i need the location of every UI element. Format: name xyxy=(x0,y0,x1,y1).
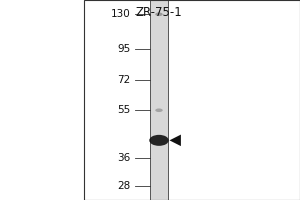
Text: 28: 28 xyxy=(117,181,130,191)
Ellipse shape xyxy=(155,12,163,16)
Ellipse shape xyxy=(155,108,163,112)
Text: ZR-75-1: ZR-75-1 xyxy=(136,6,182,19)
Polygon shape xyxy=(169,135,181,146)
Text: 36: 36 xyxy=(117,153,130,163)
Text: 95: 95 xyxy=(117,44,130,54)
Bar xyxy=(150,0,168,200)
Text: 55: 55 xyxy=(117,105,130,115)
Text: 130: 130 xyxy=(111,9,130,19)
Bar xyxy=(84,0,300,200)
Ellipse shape xyxy=(149,135,169,146)
Text: 72: 72 xyxy=(117,75,130,85)
